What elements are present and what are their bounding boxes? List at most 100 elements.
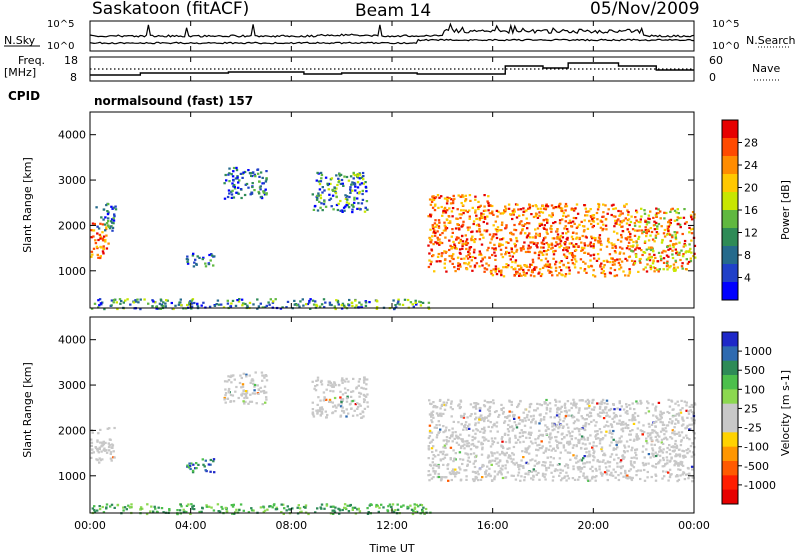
heatmap-cell (359, 208, 362, 211)
heatmap-cell (178, 301, 181, 304)
heatmap-cell (111, 229, 114, 232)
heatmap-cell (678, 223, 682, 226)
heatmap-cell (433, 222, 437, 225)
heatmap-cell (566, 230, 570, 233)
heatmap-cell (526, 448, 529, 451)
heatmap-cell (500, 274, 503, 277)
heatmap-cell (242, 302, 245, 305)
heatmap-cell (447, 221, 450, 224)
heatmap-cell (591, 399, 594, 402)
heatmap-cell (222, 306, 226, 309)
heatmap-cell (550, 215, 553, 218)
heatmap-cell (690, 455, 693, 458)
heatmap-cell (459, 399, 462, 402)
heatmap-cell (480, 212, 483, 215)
heatmap-cell (360, 386, 363, 389)
heatmap-cell (209, 458, 212, 462)
heatmap-cell (581, 399, 584, 402)
heatmap-cell (139, 298, 142, 301)
heatmap-cell (512, 213, 515, 216)
heatmap-cell (444, 404, 448, 407)
heatmap-cell (498, 270, 501, 273)
heatmap-cell (518, 274, 521, 277)
heatmap-cell (427, 301, 431, 304)
heatmap-cell (204, 469, 207, 472)
heatmap-cell (484, 475, 488, 478)
heatmap-cell (493, 475, 497, 478)
heatmap-cell (570, 208, 574, 211)
heatmap-cell (510, 250, 514, 253)
heatmap-cell (630, 215, 633, 218)
heatmap-cell (559, 423, 563, 427)
heatmap-cell (461, 462, 464, 466)
heatmap-cell (578, 409, 581, 412)
heatmap-cell (454, 431, 457, 434)
heatmap-cell (581, 442, 585, 445)
heatmap-cell (130, 503, 133, 506)
heatmap-cell (656, 453, 659, 456)
heatmap-cell (329, 400, 332, 404)
heatmap-cell (563, 243, 567, 246)
heatmap-cell (194, 467, 197, 470)
heatmap-cell (224, 401, 227, 404)
heatmap-cell (355, 304, 358, 307)
heatmap-cell (533, 275, 536, 278)
heatmap-cell (400, 505, 403, 508)
heatmap-cell (458, 451, 462, 454)
heatmap-cell (464, 234, 467, 237)
heatmap-cell (113, 426, 116, 430)
heatmap-cell (656, 434, 660, 437)
heatmap-cell (650, 246, 654, 249)
heatmap-cell (676, 464, 680, 467)
heatmap-cell (500, 437, 503, 440)
heatmap-cell (550, 204, 554, 207)
heatmap-cell (337, 177, 340, 180)
heatmap-cell (483, 270, 486, 273)
heatmap-cell (585, 451, 588, 454)
heatmap-cell (637, 270, 640, 273)
heatmap-cell (636, 244, 639, 247)
heatmap-cell (444, 229, 447, 232)
heatmap-cell (319, 399, 322, 402)
heatmap-cell (437, 219, 441, 222)
heatmap-cell (460, 438, 463, 441)
heatmap-cell (102, 442, 106, 446)
heatmap-cell (533, 409, 536, 412)
heatmap-cell (484, 209, 487, 212)
heatmap-cell (636, 427, 639, 430)
heatmap-cell (534, 215, 538, 218)
heatmap-cell (664, 250, 667, 253)
heatmap-cell (411, 303, 414, 306)
heatmap-cell (311, 299, 315, 302)
heatmap-cell (668, 452, 672, 456)
heatmap-cell (674, 439, 677, 443)
heatmap-cell (587, 423, 591, 426)
heatmap-cell (666, 410, 669, 414)
heatmap-cell (512, 462, 515, 465)
heatmap-cell (286, 300, 290, 303)
colorbar-tick-label: -500 (744, 460, 769, 473)
heatmap-cell (492, 440, 496, 444)
heatmap-cell (654, 474, 658, 477)
heatmap-cell (538, 234, 541, 238)
heatmap-cell (227, 391, 231, 394)
heatmap-cell (518, 272, 521, 275)
heatmap-cell (601, 437, 605, 440)
heatmap-cell (514, 229, 518, 232)
heatmap-cell (316, 171, 319, 174)
heatmap-cell (512, 415, 515, 418)
heatmap-cell (666, 459, 669, 462)
heatmap-cell (613, 225, 616, 228)
heatmap-cell (550, 242, 553, 245)
heatmap-cell (366, 512, 370, 515)
heatmap-cell (517, 416, 521, 419)
heatmap-cell (541, 253, 544, 256)
heatmap-cell (517, 465, 520, 468)
colorbar-swatch (722, 489, 738, 505)
heatmap-cell (465, 238, 469, 241)
heatmap-cell (319, 413, 322, 417)
heatmap-cell (525, 451, 528, 454)
heatmap-cell (606, 479, 609, 482)
heatmap-cell (629, 430, 632, 433)
heatmap-cell (681, 449, 684, 452)
